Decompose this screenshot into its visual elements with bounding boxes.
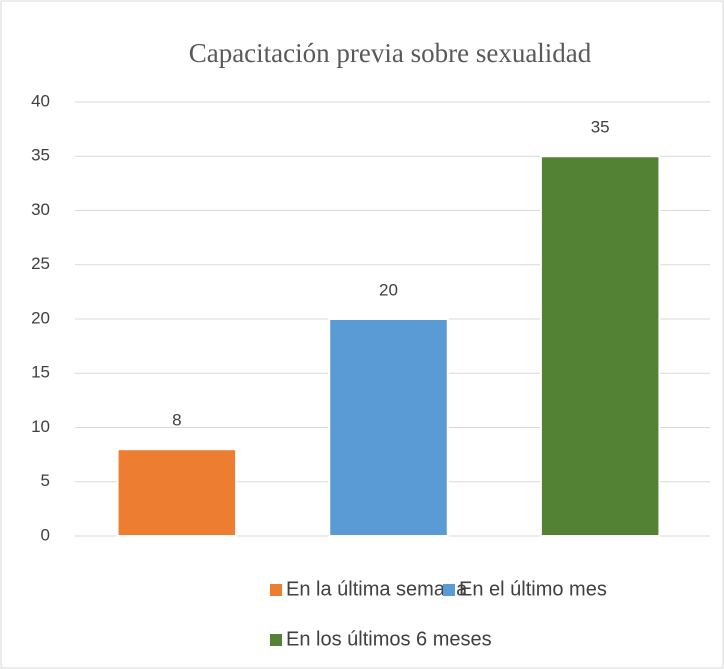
legend-label: En la última semana [286, 578, 468, 600]
y-tick-label: 25 [31, 254, 50, 273]
legend-label: En los últimos 6 meses [286, 628, 492, 650]
y-tick-label: 15 [31, 363, 50, 382]
y-tick-label: 0 [41, 525, 50, 544]
bar [328, 318, 449, 537]
data-label: 35 [591, 118, 610, 137]
data-label: 8 [172, 411, 181, 430]
chart-title: Capacitación previa sobre sexualidad [189, 38, 592, 68]
legend-swatch [443, 584, 455, 596]
data-label: 20 [379, 280, 398, 299]
legend-swatch [270, 584, 282, 596]
y-tick-label: 20 [31, 308, 50, 327]
y-tick-label: 40 [31, 91, 50, 110]
bar [539, 155, 661, 537]
y-tick-label: 10 [31, 417, 50, 436]
y-tick-label: 30 [31, 200, 50, 219]
y-tick-label: 35 [31, 146, 50, 165]
bar [116, 448, 238, 538]
legend-swatch [270, 634, 282, 646]
legend-label: En el último mes [459, 578, 607, 600]
y-tick-label: 5 [41, 471, 50, 490]
